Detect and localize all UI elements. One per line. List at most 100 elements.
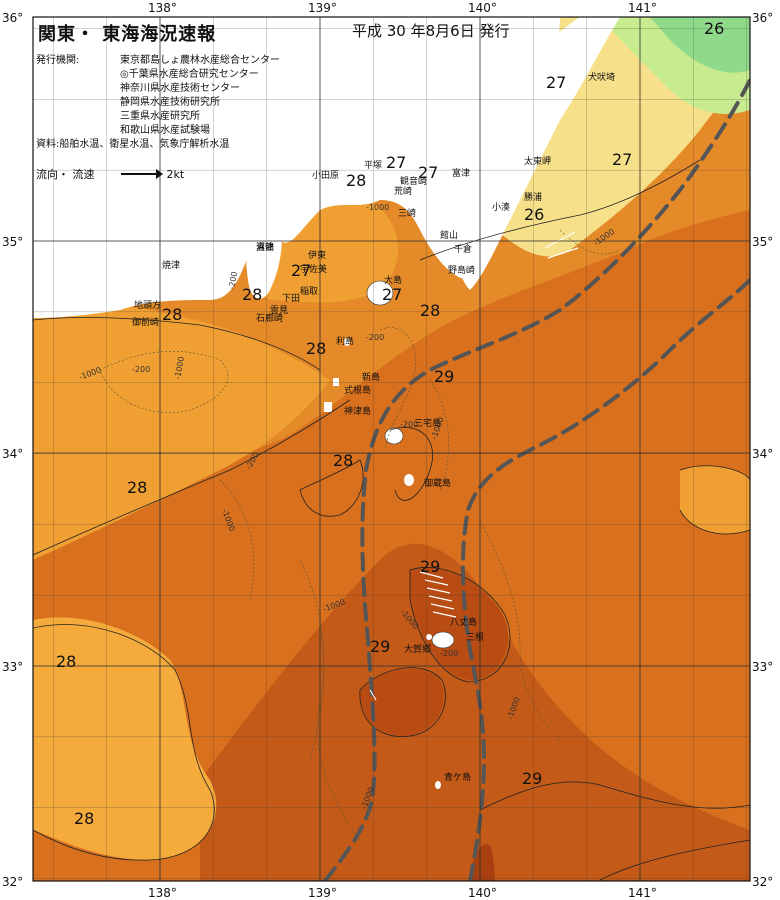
place-label: 三崎 — [398, 207, 416, 219]
publisher-agency: 東京都島しょ農林水産総合センター — [120, 55, 280, 66]
temp-label: 29 — [420, 557, 440, 576]
temp-label: 27 — [612, 150, 632, 169]
lat-tick-34-left: 34° — [2, 447, 23, 461]
publisher-agency: ◎千葉県水産総合研究センター — [120, 69, 259, 80]
place-label: 地頭方 — [134, 299, 161, 311]
current-vectors — [369, 231, 579, 701]
temp-label: 28 — [127, 478, 147, 497]
place-label: 真鶴 — [256, 241, 274, 253]
source-label: 資料: — [36, 139, 60, 150]
lon-tick-138-bottom: 138° — [148, 886, 177, 900]
place-label: 太東岬 — [524, 155, 551, 167]
island-mikura — [404, 474, 414, 486]
publisher-agency: 静岡県水産技術研究所 — [120, 97, 220, 108]
place-label: 御前崎 — [132, 316, 159, 328]
place-label: 三宅島 — [414, 417, 441, 429]
temp-label: 26 — [704, 19, 724, 38]
temp-zone-28-west — [33, 300, 330, 560]
place-label: 犬吠埼 — [588, 71, 615, 83]
place-label: 千倉 — [454, 243, 472, 255]
temp-label: 26 — [524, 205, 544, 224]
temp-label: 27 — [386, 153, 406, 172]
temp-label: 27 — [546, 73, 566, 92]
place-label: 勝浦 — [524, 191, 542, 203]
place-label: 焼津 — [162, 260, 180, 271]
issue-date: 平成 30 年8月6日 発行 — [352, 22, 510, 40]
place-label: 観音崎 — [400, 175, 427, 187]
temp-label: 29 — [434, 367, 454, 386]
place-label: 青ケ島 — [444, 771, 471, 783]
lat-tick-33-right: 33° — [752, 660, 773, 674]
temperature-labels: 26 27 27 27 26 27 28 27 28 27 28 28 29 2… — [56, 19, 724, 788]
depth-label: -200 — [132, 365, 150, 374]
place-label: 石廊崎 — [256, 312, 283, 324]
temp-label: 28 — [242, 285, 262, 304]
lat-tick-36-left: 36° — [2, 11, 23, 25]
place-label: 小田原 — [312, 170, 339, 181]
place-label: 式根島 — [344, 384, 371, 396]
lat-tick-32-left: 32° — [2, 875, 23, 889]
warm-core-2 — [360, 669, 444, 736]
lat-tick-33-left: 33° — [2, 660, 23, 674]
temp-label: 27 — [382, 285, 402, 304]
lon-tick-139-bottom: 139° — [308, 886, 337, 900]
current-legend: 流向・ 流速 2kt — [36, 166, 364, 182]
hachijo-warm-core — [410, 567, 509, 680]
lat-tick-34-right: 34° — [752, 447, 773, 461]
place-label: 八丈島 — [450, 616, 477, 628]
place-label: 下田 — [282, 293, 300, 304]
place-label: 三根 — [466, 631, 484, 643]
place-label: 新島 — [362, 371, 380, 383]
publisher-block: 発行機関: 東京都島しょ農林水産総合センター ◎千葉県水産総合研究センター 神奈川… — [36, 54, 364, 152]
publisher-label: 発行機関: — [36, 55, 80, 66]
place-label: 利島 — [336, 335, 354, 347]
island-aogashima — [435, 781, 441, 789]
place-label: 神津島 — [344, 405, 371, 417]
lon-tick-139-top: 139° — [308, 1, 337, 15]
lon-tick-141-bottom: 141° — [628, 886, 657, 900]
place-label: 御蔵島 — [424, 477, 451, 489]
lon-tick-140-bottom: 140° — [468, 886, 497, 900]
depth-label: -200 — [400, 420, 418, 429]
depth-label: -1000 — [366, 203, 389, 212]
temp-label: 27 — [291, 261, 311, 280]
place-label: 沼津 — [256, 242, 274, 253]
graticule-minor — [33, 17, 750, 881]
place-label: 小湊 — [492, 201, 510, 213]
lon-tick-140-top: 140° — [468, 1, 497, 15]
place-label: 富津 — [452, 167, 470, 179]
depth-label: -200 — [366, 333, 384, 342]
island-hachijo — [431, 631, 455, 649]
lat-tick-36-right: 36° — [752, 11, 773, 25]
place-label: 館山 — [440, 229, 458, 241]
lat-tick-32-right: 32° — [752, 875, 773, 889]
place-label: 稲取 — [300, 285, 318, 297]
publisher-agency: 神奈川県水産技術センター — [120, 83, 240, 94]
temp-label: 28 — [333, 451, 353, 470]
legend-arrow-icon — [120, 169, 163, 179]
temp-label: 29 — [370, 637, 390, 656]
lon-tick-141-top: 141° — [628, 1, 657, 15]
temp-label: 28 — [56, 652, 76, 671]
lat-tick-35-right: 35° — [752, 235, 773, 249]
temp-zone-28-east — [680, 465, 750, 534]
source-text: 船舶水温、衛星水温、気象庁解析水温 — [59, 139, 230, 150]
legend-label: 流向・ 流速 — [36, 168, 95, 181]
place-labels: 犬吠埼 太東岬 勝浦 小湊 富津 平塚 観音崎 荒崎 三崎 館山 千倉 野島崎 … — [132, 71, 615, 783]
publisher-agency: 和歌山県水産試験場 — [120, 125, 210, 136]
place-label: 宇佐美 — [300, 263, 327, 275]
temp-zone-28-southwest — [33, 617, 217, 860]
temp-zone-29b — [200, 543, 750, 881]
island-kozushima — [324, 402, 332, 412]
temp-label: 28 — [306, 339, 326, 358]
lat-tick-35-left: 35° — [2, 235, 23, 249]
place-label: 大島 — [384, 274, 402, 286]
info-panel: 関東・ 東海海況速報 発行機関: 東京都島しょ農林水産総合センター ◎千葉県水産総… — [34, 18, 364, 182]
kuroshio-current — [323, 78, 750, 881]
temp-label-southwest: 28 — [74, 809, 94, 828]
land-boso — [440, 17, 620, 290]
temp-label: 27 — [418, 163, 438, 182]
place-label: 大賀郷 — [404, 643, 431, 655]
